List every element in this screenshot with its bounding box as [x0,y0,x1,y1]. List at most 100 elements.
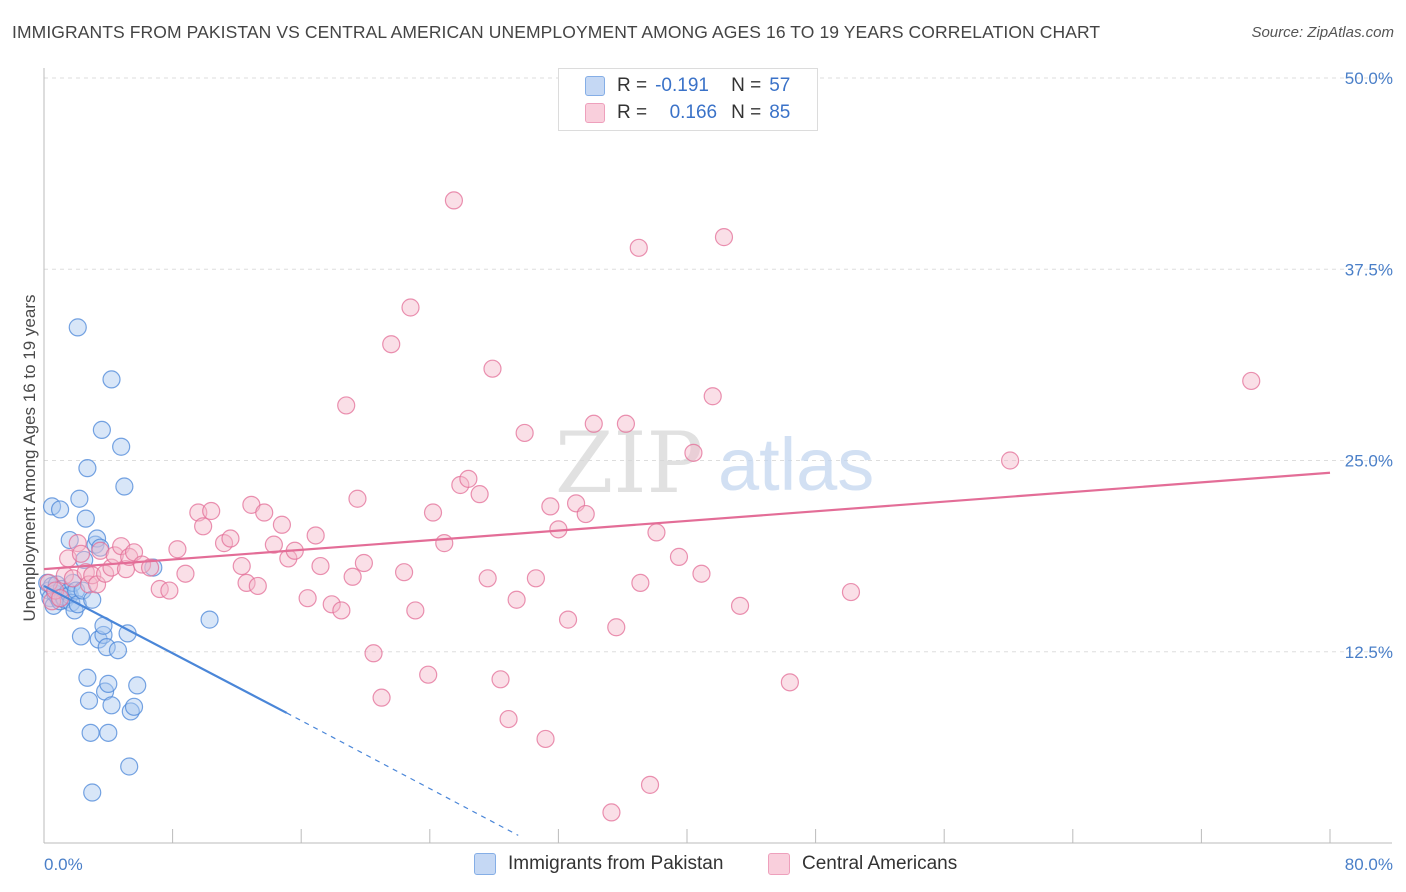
data-point [140,558,160,577]
data-point [311,556,330,576]
data-point [364,644,383,663]
bottom-legend-swatch-pink [768,853,790,875]
data-point [526,569,545,588]
bottom-legend-central-americans: Central Americans [768,851,957,877]
data-point [1242,371,1261,391]
data-point [78,668,97,687]
data-point [348,489,367,508]
trend-line-pakistan-extension [286,712,519,836]
y-axis-label: Unemployment Among Ages 16 to 19 years [20,295,39,622]
data-point [647,523,666,542]
data-point [558,610,578,629]
data-point [79,691,99,710]
x-tick-label: 0.0% [44,855,83,874]
trend-line-pakistan [43,584,288,714]
axes [43,68,1392,844]
legend-n-label: N = [731,102,762,123]
data-point [68,318,87,337]
legend-row-pakistan: R = -0.191 N = 57 [585,73,790,99]
trend-lines [43,471,1331,836]
data-point [343,567,362,586]
legend: R = -0.191 N = 57 R = 0.166 N = 85 [558,68,818,131]
legend-row-central-americans: R = 0.166 N = 85 [585,100,790,126]
data-point [640,775,660,794]
legend-n-label: N = [731,75,762,96]
data-point [91,541,110,560]
y-tick-label: 50.0% [1345,69,1393,88]
data-point [406,601,425,620]
data-point [97,638,116,657]
data-point [515,423,534,443]
legend-r-label: R = [617,75,648,96]
data-point [70,489,89,508]
data-point [102,696,121,715]
series-central-americans [39,191,1261,822]
data-point [115,477,134,496]
data-point [332,601,351,620]
legend-r-label: R = [617,102,648,123]
data-point [780,673,799,692]
data-point [99,674,118,693]
data-point [68,534,87,553]
data-point [703,387,722,406]
data-point [221,529,240,548]
data-point [401,298,420,317]
grid-lines [44,77,1392,653]
data-point [536,729,555,749]
data-point [491,670,510,689]
data-point [337,396,356,415]
y-tick-label: 37.5% [1345,260,1393,279]
data-point [444,191,464,210]
data-point [194,517,213,536]
data-point [322,595,341,614]
data-point [102,370,121,389]
legend-n-value: 57 [769,75,791,96]
data-point [81,723,100,742]
trend-line-central-americans [43,471,1331,571]
data-point [841,582,861,602]
data-point [71,627,91,646]
data-point [684,443,703,462]
data-point [160,581,179,600]
data-point [255,503,274,522]
legend-swatch-pink [585,103,605,123]
data-point [176,564,195,583]
source-label: Source: ZipAtlas.com [1251,24,1394,41]
data-point [92,420,111,439]
legend-n-value: 85 [769,102,791,123]
data-point [607,618,626,637]
data-point [50,500,70,519]
bottom-legend-swatch-blue [474,853,496,875]
data-point [99,723,118,742]
data-point [78,459,97,478]
data-point [541,497,560,516]
data-point [730,596,750,615]
data-point [423,503,443,522]
data-point [419,665,438,684]
data-point [232,556,251,576]
data-point [200,610,219,629]
chart-title: IMMIGRANTS FROM PAKISTAN VS CENTRAL AMER… [12,22,1101,42]
data-point [507,590,526,609]
data-point [237,573,256,593]
data-point [372,688,391,707]
data-point [272,515,292,534]
x-tick-label: 80.0% [1345,855,1393,874]
data-point [202,501,221,521]
data-point [264,535,283,554]
data-point [714,228,734,247]
data-point [669,547,689,566]
data-point [112,437,131,456]
data-point [394,563,414,582]
data-point [71,544,91,563]
data-point [470,485,489,504]
bottom-legend-pakistan: Immigrants from Pakistan [474,851,723,877]
data-point [382,335,401,354]
data-point [124,697,144,716]
data-point [692,564,711,583]
data-point [86,535,105,554]
data-point [435,534,454,553]
data-point [629,238,648,257]
data-point [631,573,650,593]
data-point [1001,451,1020,470]
